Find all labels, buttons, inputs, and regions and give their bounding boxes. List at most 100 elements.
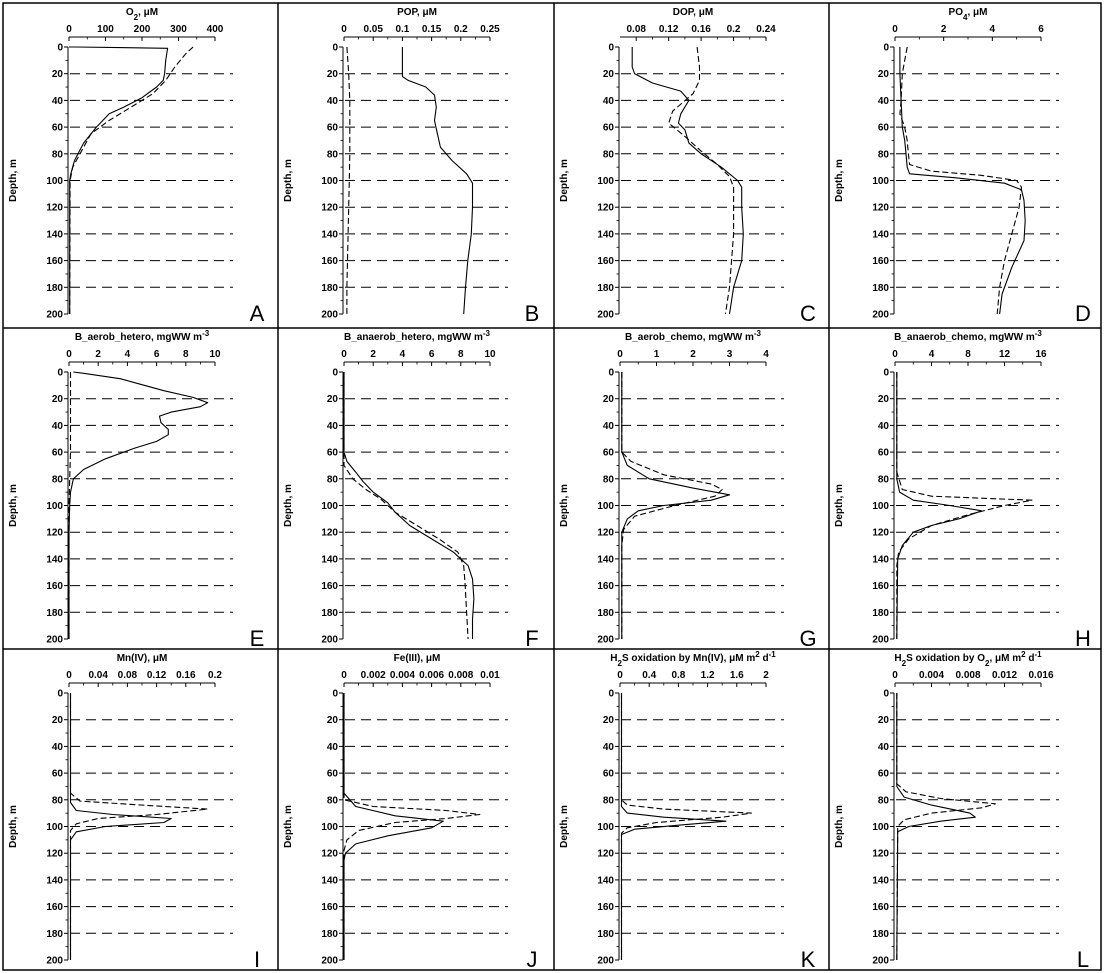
y-tick-label: 80: [603, 474, 615, 485]
y-tick-label: 120: [46, 849, 63, 860]
series-line-dashed: [896, 372, 1033, 639]
panel-letter: F: [525, 626, 538, 651]
y-tick-label: 60: [603, 123, 615, 134]
x-tick-label: 0: [617, 670, 623, 681]
y-tick-label: 0: [883, 368, 889, 379]
y-tick-label: 0: [883, 43, 889, 54]
x-tick-label: 2: [763, 670, 769, 681]
y-tick-label: 0: [608, 368, 614, 379]
y-tick-label: 120: [872, 849, 889, 860]
series-line-solid: [68, 371, 209, 639]
y-tick-label: 120: [46, 203, 63, 214]
panel-g: B_aerob_chemo, mgWW m-30 1 2 3 4020406080100…: [559, 329, 817, 652]
x-tick-label: 6: [1038, 24, 1044, 35]
y-tick-label: 80: [878, 474, 890, 485]
y-tick-label: 60: [52, 123, 64, 134]
x-tick-label: 4: [990, 24, 996, 35]
y-tick-label: 100: [46, 501, 63, 512]
series-line-solid: [69, 693, 172, 960]
y-tick-label: 60: [603, 448, 615, 459]
y-tick-label: 140: [872, 875, 889, 886]
y-tick-label: 200: [597, 956, 614, 967]
y-tick-label: 40: [603, 742, 615, 753]
y-tick-label: 0: [608, 689, 614, 700]
y-tick-label: 20: [327, 715, 339, 726]
x-axis-title: B_anaerob_chemo, mgWW m-3: [894, 329, 1042, 344]
y-tick-label: 80: [52, 795, 64, 806]
y-tick-label: 40: [52, 421, 64, 432]
y-axis-title: Depth, m: [834, 159, 845, 202]
x-tick-label: 4: [763, 349, 769, 360]
y-tick-label: 180: [321, 608, 338, 619]
x-tick-label: 0.08: [626, 24, 646, 35]
series-line-solid: [343, 372, 475, 639]
series-line-dashed: [69, 46, 194, 315]
y-tick-label: 100: [46, 176, 63, 187]
y-tick-label: 160: [872, 256, 889, 267]
x-tick-label: 4: [400, 349, 406, 360]
x-tick-label: 6: [429, 349, 435, 360]
y-tick-label: 80: [603, 795, 615, 806]
y-tick-label: 40: [52, 742, 64, 753]
y-tick-label: 180: [321, 929, 338, 940]
x-axis-title: O2, μM: [126, 7, 158, 22]
series-line-solid: [620, 693, 727, 960]
x-axis-title: H2S oxidation by Mn(IV), μM m2 d-1: [610, 650, 776, 668]
y-tick-label: 140: [46, 554, 63, 565]
panel-e: B_aerob_hetero, mgWW m-30 2 4 6 8 10020406080…: [8, 329, 264, 652]
y-tick-label: 60: [878, 448, 890, 459]
x-tick-label: 0.12: [147, 670, 167, 681]
y-tick-label: 120: [321, 528, 338, 539]
y-tick-label: 120: [321, 203, 338, 214]
x-tick-label: 0.05: [363, 24, 383, 35]
y-tick-label: 180: [872, 283, 889, 294]
series-line-dashed: [620, 693, 752, 960]
y-tick-label: 180: [321, 283, 338, 294]
panel-l: H2S oxidation by O2, μM m2 d-1 0 0.004 0.00…: [834, 650, 1089, 973]
y-tick-label: 60: [52, 769, 64, 780]
y-axis-title: Depth, m: [559, 484, 570, 527]
x-tick-label: 0.01: [480, 670, 500, 681]
panel-letter: G: [799, 626, 816, 651]
y-axis-title: Depth, m: [559, 805, 570, 848]
y-tick-label: 20: [878, 394, 890, 405]
y-tick-label: 120: [872, 203, 889, 214]
x-axis-title: Mn(IV), μM: [117, 653, 168, 664]
y-tick-label: 20: [878, 69, 890, 80]
x-tick-label: 1: [654, 349, 660, 360]
x-axis-title: B_anaerob_hetero, mgWW m-3: [344, 329, 491, 344]
y-tick-label: 20: [52, 394, 64, 405]
x-tick-label: 0.016: [1028, 670, 1053, 681]
y-tick-label: 200: [597, 310, 614, 321]
y-tick-label: 180: [597, 929, 614, 940]
x-tick-label: 0.16: [691, 24, 711, 35]
y-tick-label: 40: [327, 96, 339, 107]
y-tick-label: 120: [872, 528, 889, 539]
y-tick-label: 0: [332, 43, 338, 54]
x-tick-label: 8: [183, 349, 189, 360]
x-tick-label: 0.008: [448, 670, 473, 681]
x-tick-label: 0.15: [422, 24, 442, 35]
y-tick-label: 80: [52, 149, 64, 160]
series-line-dashed: [668, 46, 735, 315]
x-tick-label: 0.25: [480, 24, 500, 35]
y-tick-label: 40: [52, 96, 64, 107]
x-axis-title: DOP, μM: [673, 7, 713, 18]
y-tick-label: 180: [597, 608, 614, 619]
x-tick-label: 400: [207, 24, 224, 35]
series-line-solid: [896, 693, 976, 961]
x-tick-label: 10: [209, 349, 221, 360]
panel-letter: J: [527, 947, 538, 972]
y-tick-label: 40: [878, 421, 890, 432]
series-line-solid: [621, 372, 731, 639]
y-tick-label: 60: [878, 123, 890, 134]
y-tick-label: 40: [603, 96, 615, 107]
y-tick-label: 160: [321, 256, 338, 267]
x-tick-label: 0.008: [955, 670, 980, 681]
panel-h: B_anaerob_chemo, mgWW m-30 4 8 12 1602040608…: [834, 329, 1091, 652]
y-tick-label: 100: [321, 176, 338, 187]
y-tick-label: 100: [597, 501, 614, 512]
y-tick-label: 160: [46, 256, 63, 267]
y-tick-label: 180: [46, 283, 63, 294]
y-tick-label: 200: [872, 635, 889, 646]
